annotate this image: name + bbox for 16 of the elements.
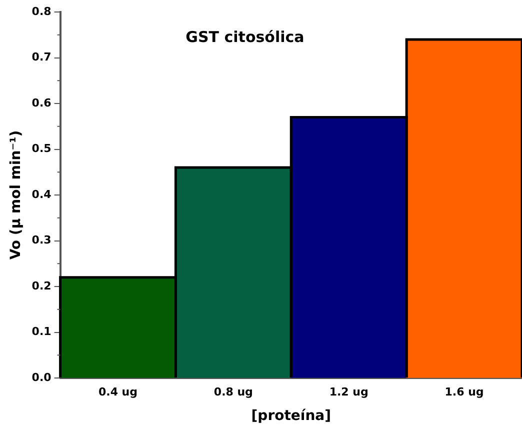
y-tick-label: 0.5 (32, 142, 52, 156)
y-tick-label: 0.7 (32, 50, 52, 64)
x-tick-label: 0.8 ug (214, 385, 253, 398)
y-axis-title: Vo (μ mol min⁻¹) (8, 130, 24, 260)
y-tick-label: 0.8 (32, 4, 52, 18)
text: GST citosólica (186, 28, 304, 46)
y-tick-label: 0.0 (32, 370, 52, 384)
y-tick-label: 0.1 (32, 325, 52, 338)
y-tick-label: 0.6 (32, 96, 52, 110)
y-tick-label: 0.3 (32, 234, 52, 247)
x-tick-label: 1.2 ug (329, 385, 368, 398)
x-axis-title: [proteína] (251, 408, 332, 424)
y-tick-label: 0.4 (32, 188, 52, 201)
x-tick-label: 1.6 ug (444, 385, 484, 398)
y-tick-label: 0.2 (32, 279, 52, 292)
x-tick-label: 0.4 ug (98, 385, 138, 398)
